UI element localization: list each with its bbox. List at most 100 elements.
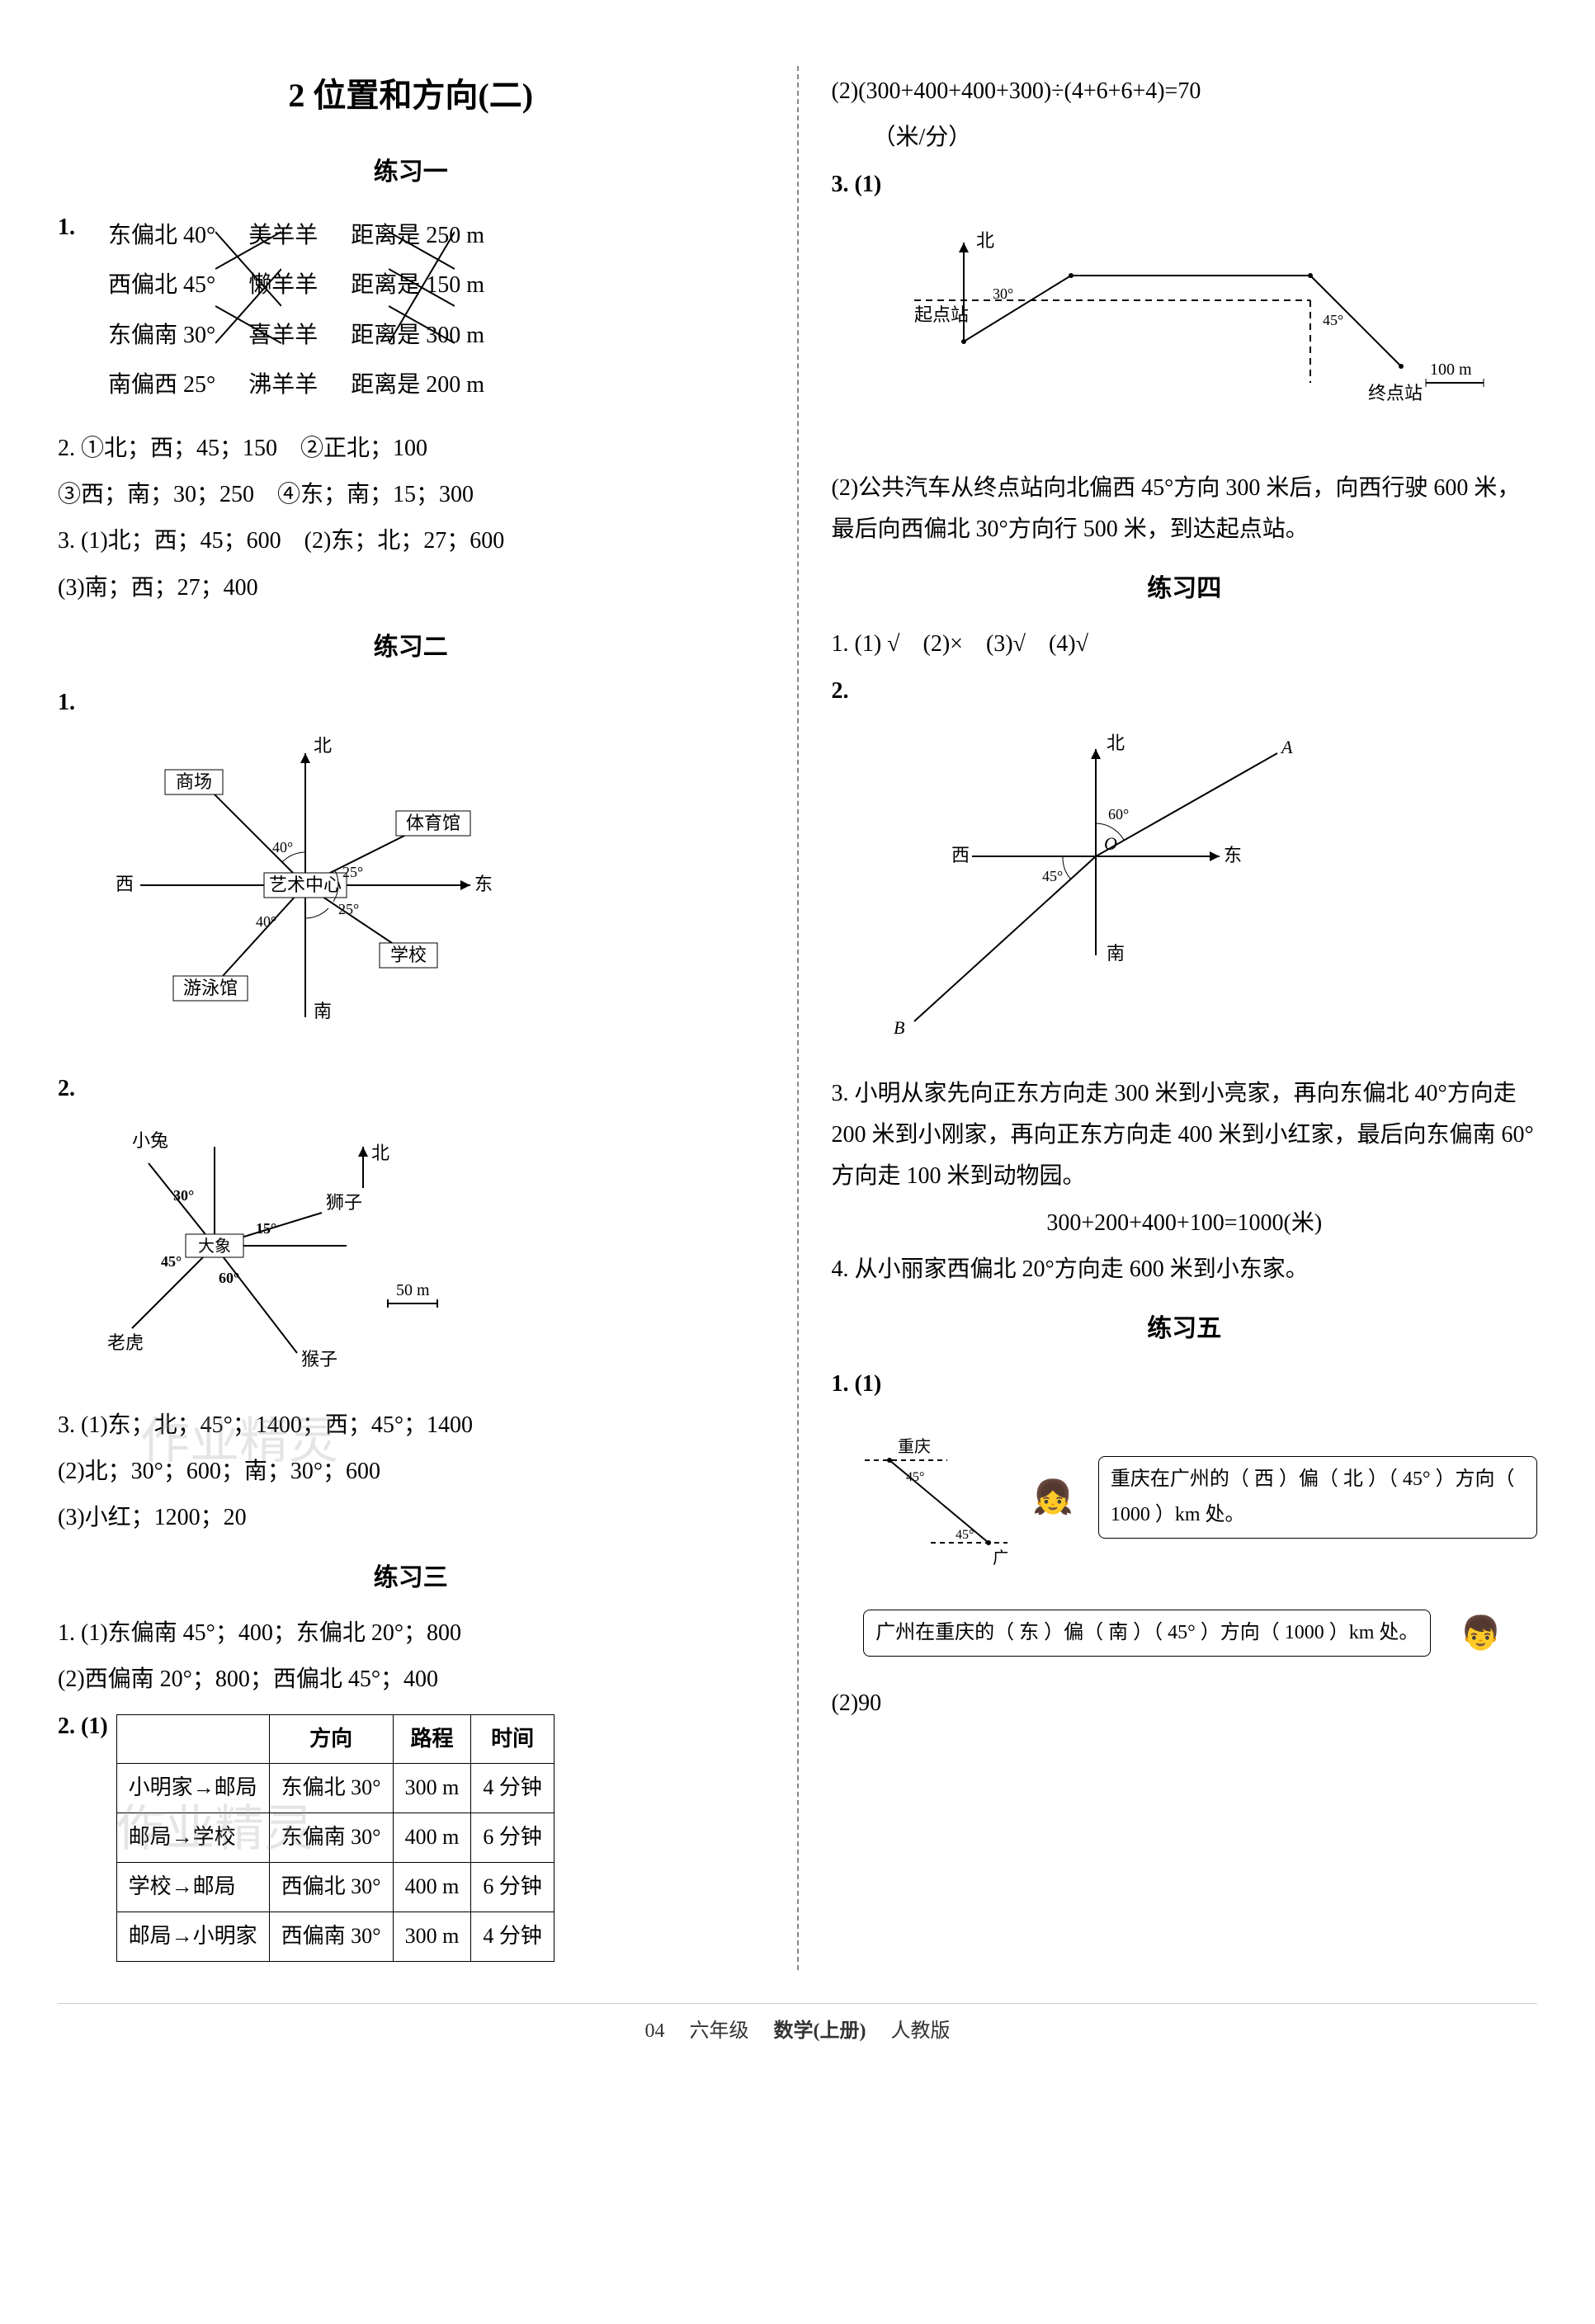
ex1-q3: 3. (1)北；西；45；600 (2)东；北；27；600	[58, 521, 764, 562]
girl-icon: 👧	[1032, 1473, 1074, 1522]
ex3r-q2b: (2)(300+400+400+300)÷(4+6+6+4)=70	[832, 71, 1538, 112]
match-left-3: 南偏西 25°	[108, 365, 215, 406]
svg-text:艺术中心: 艺术中心	[269, 874, 342, 895]
svg-text:50 m: 50 m	[396, 1281, 430, 1299]
match-left-1: 西偏北 45°	[108, 265, 215, 306]
footer-edition: 人教版	[890, 2020, 950, 2042]
left-column: 2 位置和方向(二) 练习一 1. 东偏北 40° 西偏北 45° 东偏南 30…	[58, 66, 764, 1970]
callout-2: 广州在重庆的（ 东 ）偏（ 南 ）（ 45° ）方向（ 1000 ）km 处。	[863, 1610, 1431, 1657]
svg-text:40°: 40°	[256, 913, 276, 930]
svg-text:大象: 大象	[198, 1237, 231, 1256]
table-row: 邮局→小明家 西偏南 30° 300 m 4 分钟	[116, 1912, 554, 1961]
ex1-q1-label: 1.	[58, 207, 75, 248]
footer-page: 04	[645, 2020, 665, 2042]
svg-text:15°: 15°	[256, 1220, 276, 1237]
svg-text:O: O	[1104, 833, 1117, 854]
svg-text:狮子: 狮子	[326, 1192, 362, 1213]
svg-text:学校: 学校	[390, 945, 427, 965]
svg-text:南: 南	[314, 1001, 332, 1021]
th-3: 时间	[471, 1714, 554, 1764]
match-lines-1	[215, 215, 281, 364]
table-row: 小明家→邮局 东偏北 30° 300 m 4 分钟	[116, 1764, 554, 1813]
match-right-3: 距离是 200 m	[351, 365, 484, 406]
match-left-2: 东偏南 30°	[108, 315, 215, 356]
svg-text:广州: 广州	[993, 1549, 1008, 1567]
ex3r-q3b: (2)公共汽车从终点站向北偏西 45°方向 300 米后，向西行驶 600 米，…	[832, 468, 1538, 551]
svg-text:B: B	[894, 1017, 904, 1038]
ex2-diagram1: 艺术中心 商场 体育馆 学校 游泳馆 北 南 东 西 40° 40° 25°	[91, 737, 764, 1048]
svg-text:45°: 45°	[1323, 312, 1343, 328]
ex2-q2: 2.	[58, 1068, 764, 1110]
ex5-q2: (2)90	[832, 1683, 1538, 1724]
ex4-diagram: 北 南 东 西 O A B 60° 45°	[865, 724, 1538, 1052]
ex3-q2: 2. (1)	[58, 1706, 108, 1747]
ex1-title: 练习一	[58, 150, 764, 195]
svg-text:北: 北	[314, 737, 332, 756]
ex2-q1: 1.	[58, 682, 764, 724]
th-1: 方向	[269, 1714, 393, 1764]
svg-text:南: 南	[1107, 943, 1125, 964]
ex4-title: 练习四	[832, 567, 1538, 611]
ex3r-q3: 3. (1)	[832, 164, 1538, 205]
svg-text:30°: 30°	[173, 1187, 194, 1204]
ex3-title: 练习三	[58, 1556, 764, 1600]
ex4-q4: 4. 从小丽家西偏北 20°方向走 600 米到小东家。	[832, 1249, 1538, 1290]
svg-text:40°: 40°	[272, 839, 293, 856]
ex2-q3b: (2)北；30°；600；南；30°；600	[58, 1451, 764, 1492]
svg-text:老虎: 老虎	[107, 1332, 144, 1353]
svg-text:45°: 45°	[906, 1470, 924, 1484]
svg-text:25°: 25°	[338, 901, 359, 917]
svg-text:100 m: 100 m	[1430, 361, 1472, 379]
ex1-matching: 东偏北 40° 西偏北 45° 东偏南 30° 南偏西 25° 美羊羊 懒羊羊 …	[75, 215, 764, 407]
chapter-title: 2 位置和方向(二)	[58, 66, 764, 125]
svg-text:重庆: 重庆	[898, 1437, 931, 1456]
match-left-0: 东偏北 40°	[108, 215, 215, 257]
table-row: 邮局→学校 东偏南 30° 400 m 6 分钟	[116, 1813, 554, 1863]
footer-grade: 六年级	[690, 2020, 749, 2042]
th-2: 路程	[393, 1714, 471, 1764]
boy-icon: 👦	[1456, 1609, 1505, 1658]
ex1-q3b: (3)南；西；27；400	[58, 568, 764, 609]
ex4-q3b: 300+200+400+100=1000(米)	[832, 1203, 1538, 1244]
ex5-row2: 广州在重庆的（ 东 ）偏（ 南 ）（ 45° ）方向（ 1000 ）km 处。 …	[832, 1609, 1538, 1658]
th-0	[116, 1714, 269, 1764]
svg-text:45°: 45°	[161, 1253, 182, 1270]
ex3r-q2c: （米/分）	[832, 117, 1538, 158]
svg-text:体育馆: 体育馆	[406, 813, 460, 833]
ex3-q1: 1. (1)东偏南 45°；400；东偏北 20°；800	[58, 1613, 764, 1654]
svg-text:猴子: 猴子	[301, 1349, 337, 1369]
ex2-diagram2: 大象 小兔 狮子 老虎 猴子 北 30° 15° 45° 60° 50 m	[91, 1122, 764, 1384]
svg-text:45°: 45°	[956, 1528, 974, 1542]
page-footer: 04 六年级 数学(上册) 人教版	[58, 2003, 1537, 2049]
svg-text:25°: 25°	[342, 864, 363, 880]
ex3-table: 方向 路程 时间 小明家→邮局 东偏北 30° 300 m 4 分钟 邮局→学校…	[116, 1714, 554, 1962]
ex5-title: 练习五	[832, 1307, 1538, 1351]
svg-text:北: 北	[976, 230, 994, 251]
match-mid-3: 沸羊羊	[248, 365, 318, 406]
ex2-q3c: (3)小红；1200；20	[58, 1497, 764, 1539]
ex1-q2: 2. ①北；西；45；150 ②正北；100	[58, 428, 764, 469]
svg-text:起点站: 起点站	[914, 304, 969, 325]
svg-text:30°: 30°	[993, 285, 1013, 302]
match-lines-2	[389, 215, 455, 364]
ex5-map: 北 重庆 广州 45° 45°	[832, 1411, 1008, 1584]
svg-text:西: 西	[951, 845, 970, 865]
ex4-q2: 2.	[832, 671, 1538, 712]
svg-text:商场: 商场	[176, 771, 212, 792]
svg-text:东: 东	[1224, 845, 1242, 865]
svg-text:A: A	[1280, 737, 1293, 757]
svg-text:小兔: 小兔	[132, 1130, 168, 1151]
ex3r-diagram: 北 起点站 终点站 30° 45° 100 m	[865, 218, 1538, 446]
ex3-q1b: (2)西偏南 20°；800；西偏北 45°；400	[58, 1659, 764, 1700]
svg-text:60°: 60°	[1108, 806, 1129, 823]
svg-text:西: 西	[116, 874, 134, 894]
footer-subject: 数学(上册)	[774, 2020, 866, 2042]
ex2-q3: 3. (1)东；北；45°；1400；西；45°；1400	[58, 1405, 764, 1446]
column-divider	[797, 66, 799, 1970]
ex4-q1: 1. (1) √ (2)× (3)√ (4)√	[832, 624, 1538, 665]
ex2-title: 练习二	[58, 625, 764, 670]
ex5-q1: 1. (1)	[832, 1364, 1538, 1405]
callout-1: 重庆在广州的（ 西 ）偏（ 北 ）（ 45° ）方向（ 1000 ）km 处。	[1098, 1456, 1537, 1539]
table-row: 学校→邮局 西偏北 30° 400 m 6 分钟	[116, 1863, 554, 1912]
svg-text:终点站: 终点站	[1368, 383, 1423, 403]
